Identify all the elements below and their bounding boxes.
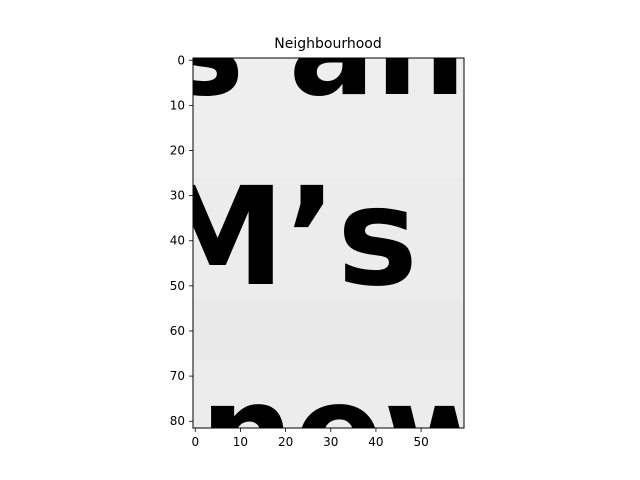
x-tick-label: 10 [233,435,248,449]
y-tick-label: 50 [170,279,185,293]
x-axis-ticks: 0 10 20 30 40 50 [191,428,429,449]
x-tick-label: 40 [368,435,383,449]
y-tick-label: 40 [170,234,185,248]
text-glyphs-middle: M’s c [150,159,546,317]
y-tick-label: 60 [170,324,185,338]
axes-frame [192,57,465,429]
y-axis-ticks: 0 10 20 30 40 50 60 70 80 [170,53,193,428]
text-glyphs-bottom: new [200,356,505,480]
x-tick-label: 0 [191,435,199,449]
x-tick-label: 30 [323,435,338,449]
y-tick-label: 70 [170,369,185,383]
x-tick-label: 20 [278,435,293,449]
text-glyphs-top: s an [168,0,466,125]
y-tick-label: 80 [170,414,185,428]
image-panel: s an M’s c new [150,0,546,480]
chart-title: Neighbourhood [274,36,381,52]
y-tick-label: 30 [170,189,185,203]
x-tick-label: 50 [413,435,428,449]
y-tick-label: 20 [170,144,185,158]
y-tick-label: 0 [177,53,185,67]
y-tick-label: 10 [170,98,185,112]
